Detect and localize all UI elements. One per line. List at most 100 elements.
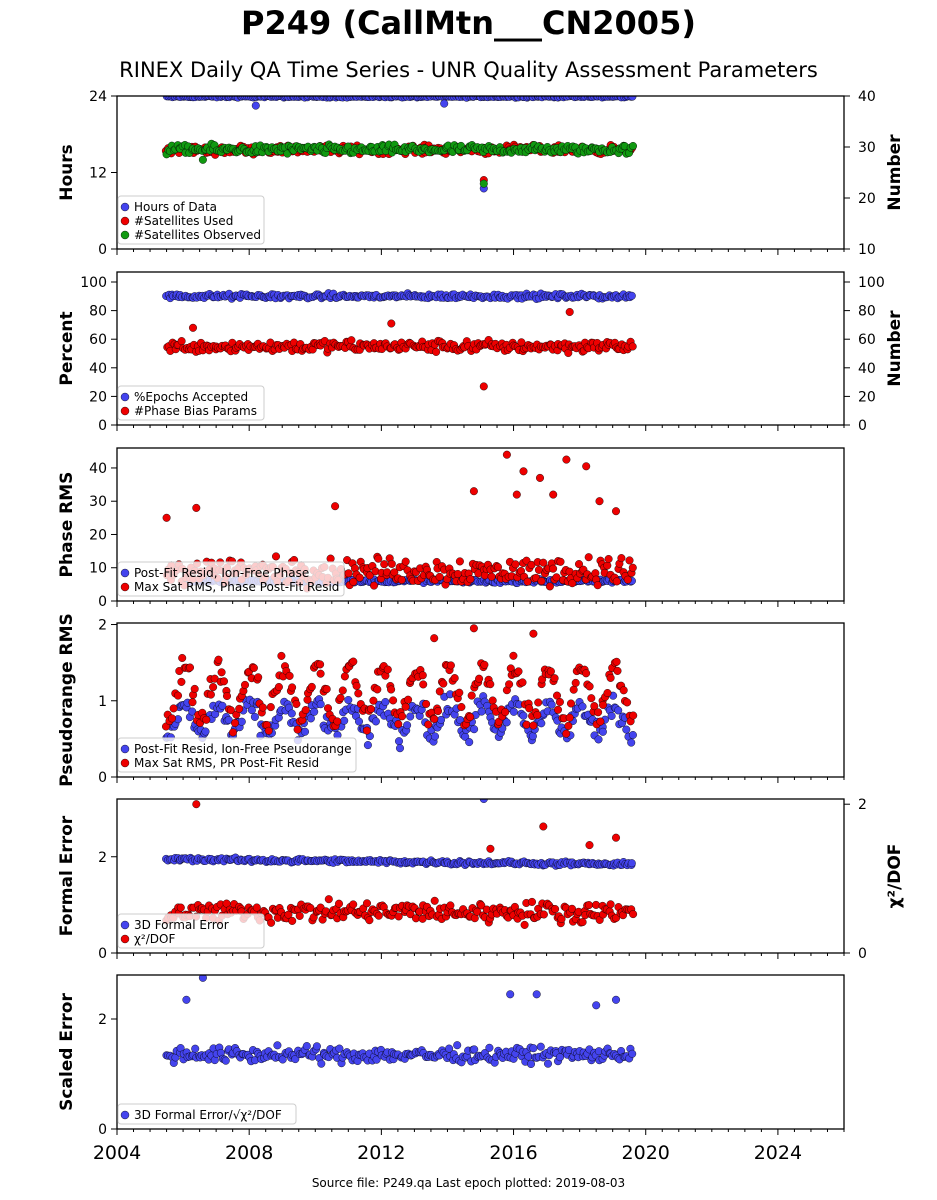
data-point-red	[550, 674, 559, 683]
data-point-red	[505, 680, 514, 689]
outlier-point	[519, 467, 528, 476]
data-point-red	[486, 680, 495, 689]
data-point-blue	[465, 738, 474, 747]
data-point-red	[188, 698, 197, 707]
y-axis-label: Hours	[57, 144, 77, 201]
data-point-red	[585, 682, 594, 691]
panel-5: 0 2 Scaled Error 3D Formal Error/√χ²/DOF	[57, 974, 845, 1138]
data-point-blue	[250, 712, 259, 721]
data-point-red	[546, 667, 555, 676]
legend-marker	[120, 582, 130, 592]
y-tick-label: 2	[98, 1012, 107, 1028]
outlier-point	[486, 844, 495, 853]
data-point-red	[564, 721, 573, 730]
data-point-red	[419, 680, 428, 689]
data-point-red	[446, 661, 455, 670]
legend-marker	[120, 202, 130, 212]
x-tick-label: 2016	[489, 1142, 537, 1164]
data-point-red	[374, 554, 383, 563]
outlier-point	[549, 490, 558, 499]
data-point-blue	[291, 1055, 300, 1064]
y-tick-label: 0	[98, 946, 107, 962]
x-tick-label: 2004	[93, 1142, 141, 1164]
data-point-blue	[273, 1041, 282, 1050]
outlier-point	[612, 507, 621, 516]
data-point-red	[301, 706, 310, 715]
data-point-red	[545, 582, 554, 591]
data-point-blue	[477, 707, 486, 716]
y-tick-label: 10	[89, 561, 107, 577]
outlier-point	[506, 990, 515, 999]
y-axis-label: Scaled Error	[57, 993, 77, 1111]
data-point-blue	[547, 700, 556, 709]
data-point-blue	[628, 1049, 637, 1058]
outlier-point	[585, 841, 594, 850]
legend-entry: χ²/DOF	[134, 932, 175, 946]
data-point-red	[177, 677, 186, 686]
data-point-red	[349, 900, 358, 909]
data-point-red	[613, 666, 622, 675]
data-point-red	[185, 663, 194, 672]
legend-entry: Max Sat RMS, Phase Post-Fit Resid	[134, 580, 339, 594]
data-point-blue	[372, 1055, 381, 1064]
data-point-red	[176, 903, 185, 912]
data-point-red	[352, 681, 361, 690]
panel-points	[162, 799, 638, 929]
legend-box	[117, 561, 345, 597]
data-point-blue	[614, 706, 623, 715]
data-point-blue	[598, 727, 607, 736]
legend-marker	[120, 758, 130, 768]
y-tick-label: 60	[89, 332, 107, 348]
data-point-red	[625, 556, 634, 565]
y2-tick-label: 100	[858, 275, 885, 291]
data-point-red	[473, 907, 482, 916]
data-point-red	[367, 705, 376, 714]
data-point-blue	[627, 291, 636, 300]
data-point-red	[628, 342, 637, 351]
y2-tick-label: 20	[858, 389, 876, 405]
data-point-red	[466, 575, 475, 584]
y-axis-label: Phase RMS	[57, 472, 77, 578]
outlier-point	[592, 1001, 601, 1010]
outlier-point	[539, 822, 548, 831]
data-point-red	[373, 685, 382, 694]
y2-tick-label: 20	[858, 191, 876, 207]
data-point-red	[206, 690, 215, 699]
y2-tick-label: 2	[858, 797, 867, 813]
data-point-red	[272, 552, 281, 561]
data-point-red	[292, 700, 301, 709]
data-point-red	[612, 577, 621, 586]
outlier-point	[536, 473, 545, 482]
data-point-red	[623, 698, 632, 707]
outlier-point	[612, 833, 621, 842]
y2-tick-label: 10	[858, 242, 876, 258]
data-point-red	[628, 563, 637, 572]
data-point-blue	[431, 732, 440, 741]
outlier-point	[565, 308, 574, 317]
data-point-red	[590, 702, 599, 711]
data-point-red	[406, 910, 415, 919]
data-point-red	[568, 579, 577, 588]
data-point-blue	[509, 707, 518, 716]
data-point-red	[264, 726, 273, 735]
data-point-red	[190, 684, 199, 693]
data-point-red	[362, 726, 371, 735]
data-point-red	[254, 673, 263, 682]
y-axis-label: Formal Error	[57, 815, 77, 936]
legend-marker	[120, 934, 130, 944]
data-point-red	[344, 569, 353, 578]
data-point-red	[537, 577, 546, 586]
panel-2: 0 10 20 30 40 Phase RMS Post-Fit Resid, Ion-Fr…	[57, 447, 845, 610]
data-point-red	[523, 577, 532, 586]
panel-points	[161, 96, 638, 193]
legend-marker	[120, 920, 130, 930]
data-point-blue	[371, 717, 380, 726]
data-point-red	[520, 920, 529, 929]
data-point-red	[568, 904, 577, 913]
legend-marker	[120, 1110, 130, 1120]
data-point-blue	[344, 696, 353, 705]
y2-tick-label: 40	[858, 89, 876, 105]
data-point-red	[202, 715, 211, 724]
